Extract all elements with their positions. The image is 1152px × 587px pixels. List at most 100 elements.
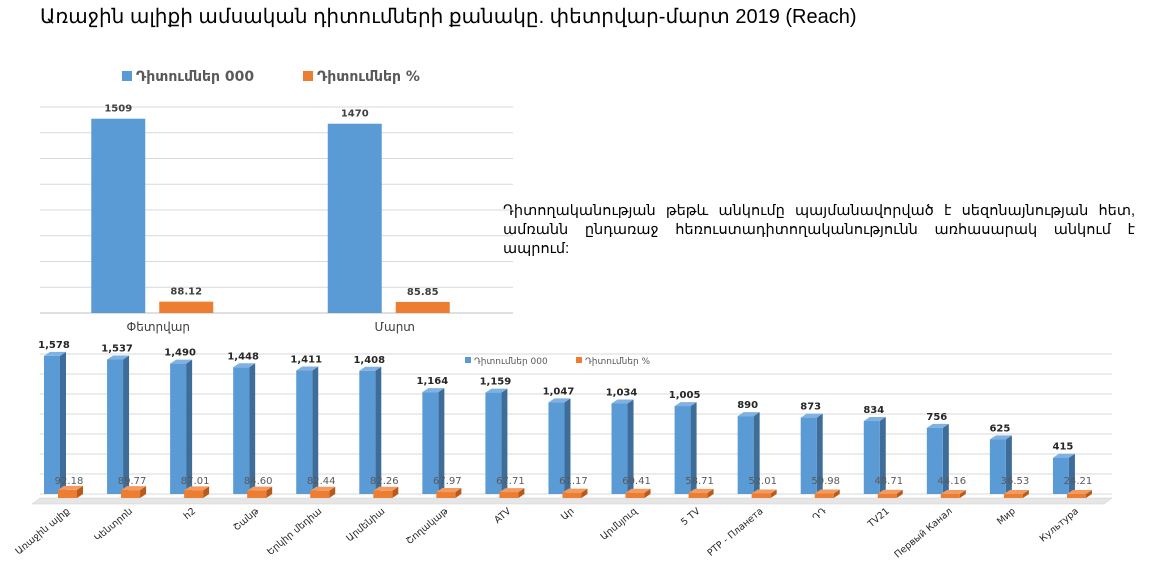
bar-views-pct (940, 490, 966, 498)
data-label: 1,408 (353, 355, 385, 366)
bar-views-000 (296, 366, 319, 494)
bar-side (375, 366, 382, 494)
bar-top (940, 490, 966, 494)
category-label: Արմնյուզ (599, 505, 641, 542)
bar-top (989, 435, 1012, 440)
bar-views-pct (436, 488, 462, 498)
legend-swatch (122, 71, 132, 81)
legend-label: Դիտումներ 000 (474, 357, 548, 367)
data-label: 60.41 (622, 476, 651, 487)
category-label: Կենտրոն (92, 506, 135, 544)
category-label: Ար (559, 506, 576, 523)
bar-views-000 (107, 355, 130, 494)
data-label: 625 (989, 423, 1010, 434)
legend-label: Դիտումներ 000 (136, 69, 254, 85)
bar-views-000 (674, 402, 697, 494)
category-label: Первый Канал (893, 506, 955, 561)
bar-top (373, 486, 399, 491)
bar-front (485, 392, 502, 494)
bar-top (58, 485, 83, 490)
bar-front (548, 402, 565, 494)
bar-front (184, 490, 204, 498)
bar-views-000 (485, 388, 508, 494)
bar-views-pct (1066, 490, 1092, 498)
bar-views-pct (1003, 490, 1029, 498)
category-label: h2 (182, 506, 198, 522)
data-label: 1,159 (480, 377, 512, 388)
data-label: 89.77 (118, 476, 147, 487)
bar-front (611, 403, 628, 494)
data-label: 84.60 (244, 476, 273, 487)
data-label: 1,164 (417, 376, 449, 387)
bar-front (107, 359, 124, 494)
bar-side (77, 485, 83, 498)
bar-front (121, 490, 141, 498)
bar-front (422, 392, 439, 494)
bar-top (548, 398, 571, 403)
bar-side (249, 363, 256, 494)
bar-front (863, 421, 880, 494)
bar-top (674, 402, 697, 407)
bar-top (737, 412, 760, 417)
bar-side (1022, 490, 1029, 498)
category-label: РТР - Планета (706, 506, 766, 559)
bar-side (438, 388, 445, 494)
bar-views-pct (247, 486, 273, 498)
data-label: 1,005 (669, 390, 701, 401)
bar-top (863, 417, 886, 422)
legend-swatch (465, 357, 471, 363)
bar-front (436, 492, 456, 498)
data-label: 1,047 (543, 386, 575, 397)
bar-front (1066, 494, 1086, 498)
bar-side (959, 490, 966, 498)
bar-views-pct (373, 486, 399, 498)
bar-views-000 (327, 123, 382, 313)
bar-front (877, 493, 897, 498)
bar-side (266, 486, 273, 498)
category-label: ATV (492, 506, 513, 526)
bar-views-000 (422, 388, 445, 494)
bar-front (674, 406, 691, 494)
data-label: 1,537 (101, 344, 133, 355)
data-label: 52.01 (748, 476, 777, 487)
category-label: 5 TV (679, 506, 703, 528)
data-label: 50.98 (811, 476, 840, 487)
bar-views-pct (58, 485, 83, 498)
bar-front (359, 370, 376, 494)
bar-top (688, 488, 714, 493)
bar-side (186, 359, 193, 494)
data-label: 1,034 (606, 388, 638, 399)
bar-front (989, 439, 1006, 494)
bar-front (737, 416, 754, 494)
bar-side (329, 486, 336, 498)
data-label: 67.71 (496, 476, 525, 487)
category-label: Երկիր մեդիա (265, 506, 324, 558)
bar-views-000 (233, 363, 256, 494)
bar-top (800, 413, 823, 418)
bar-top (296, 366, 319, 371)
data-label: 1,411 (290, 355, 322, 366)
data-label: 88.12 (170, 287, 202, 298)
category-label: Мир (995, 506, 1018, 528)
bar-top (562, 488, 588, 493)
bar-views-000 (1052, 453, 1075, 494)
legend-swatch (576, 357, 582, 363)
data-label: 1,448 (227, 351, 259, 362)
bar-views-pct (184, 486, 210, 498)
bar-views-000 (737, 412, 760, 494)
bar-views-000 (44, 351, 66, 494)
bar-front (625, 492, 645, 498)
bar-top (1066, 490, 1092, 494)
category-label: Առաջին ալիք (14, 506, 72, 557)
bar-side (455, 488, 462, 498)
bar-views-pct (310, 486, 336, 498)
bar-top (107, 355, 130, 360)
bar-views-000 (800, 413, 823, 494)
bar-front (1052, 457, 1069, 494)
bar-front (562, 492, 582, 498)
data-label: 44.16 (938, 476, 967, 487)
bar-views-pct (877, 489, 903, 498)
bar-side (833, 489, 840, 498)
bar-side (690, 402, 697, 494)
bar-top (247, 486, 273, 491)
